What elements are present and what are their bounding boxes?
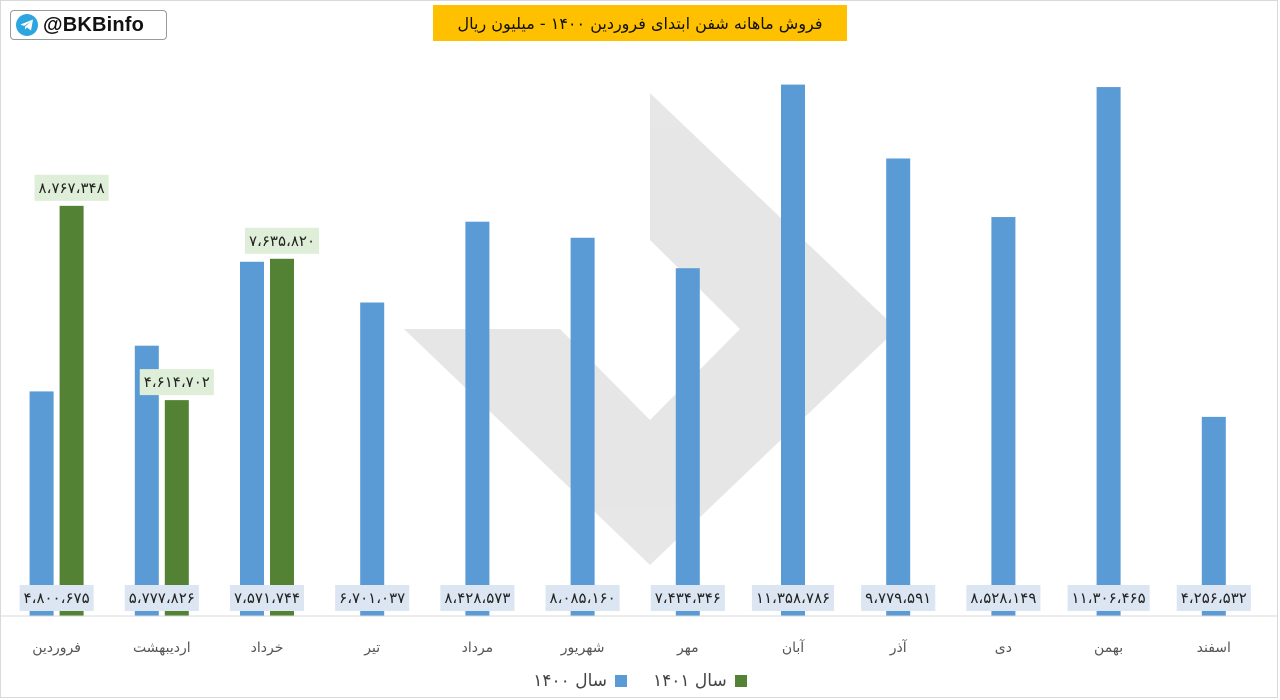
value-label-1400-8: ۹،۷۷۹،۵۹۱ xyxy=(861,585,936,611)
category-label-2: خرداد xyxy=(251,640,284,656)
bar-1400-7 xyxy=(781,84,805,616)
value-label-1400-6-bg xyxy=(650,585,725,611)
category-label-0: فروردین xyxy=(32,640,81,656)
value-label-1400-8-bg xyxy=(861,585,936,611)
value-label-1401-0-bg xyxy=(34,174,109,201)
value-label-1400-3: ۶،۷۰۱،۰۳۷ xyxy=(335,585,410,611)
value-label-1401-0-text: ۸،۷۶۷،۳۴۸ xyxy=(39,179,105,197)
value-label-1400-10-text: ۱۱،۳۰۶،۴۶۵ xyxy=(1072,589,1146,607)
category-label-5: شهریور xyxy=(560,640,605,656)
value-label-1401-2-bg xyxy=(244,227,320,254)
value-label-1400-2-bg xyxy=(229,585,305,611)
value-label-1400-6-text: ۷،۴۳۴،۳۴۶ xyxy=(655,589,721,607)
value-label-1400-2: ۷،۵۷۱،۷۴۴ xyxy=(229,585,305,611)
bar-1401-1 xyxy=(164,400,189,616)
value-label-1400-7-text: ۱۱،۳۵۸،۷۸۶ xyxy=(756,589,830,607)
value-label-1400-6: ۷،۴۳۴،۳۴۶ xyxy=(650,585,725,611)
category-label-4: مرداد xyxy=(462,640,494,656)
value-label-1400-9-text: ۸،۵۲۸،۱۴۹ xyxy=(970,589,1036,607)
value-label-1400-4-text: ۸،۴۲۸،۵۷۳ xyxy=(444,589,510,607)
category-label-1: اردیبهشت xyxy=(133,640,191,656)
value-label-1400-4-bg xyxy=(440,585,515,611)
value-label-1401-0: ۸،۷۶۷،۳۴۸ xyxy=(34,174,109,201)
legend-swatch-1400 xyxy=(615,675,627,687)
value-label-1400-1-text: ۵،۷۷۷،۸۲۶ xyxy=(129,589,195,607)
value-label-1400-0-bg xyxy=(19,585,94,611)
value-label-1401-2: ۷،۶۳۵،۸۲۰ xyxy=(244,227,320,254)
brand-badge[interactable]: @BKBinfo xyxy=(10,10,167,40)
legend-swatch-1401 xyxy=(734,675,747,687)
value-label-1400-5: ۸،۰۸۵،۱۶۰ xyxy=(545,585,620,611)
value-label-1400-0-text: ۴،۸۰۰،۶۷۵ xyxy=(24,589,90,607)
chart-title: فروش ماهانه شفن ابتدای فروردین ۱۴۰۰ - می… xyxy=(433,5,847,41)
value-label-1400-3-text: ۶،۷۰۱،۰۳۷ xyxy=(339,589,405,607)
value-label-1400-10: ۱۱،۳۰۶،۴۶۵ xyxy=(1067,585,1150,611)
bar-1400-2 xyxy=(240,261,264,616)
legend-item-1400: سال ۱۴۰۰ xyxy=(533,671,627,691)
brand-handle: @BKBinfo xyxy=(43,13,145,36)
legend-label-1401: سال ۱۴۰۱ xyxy=(653,671,727,691)
value-label-1401-1-bg xyxy=(139,369,214,396)
legend-item-1401: سال ۱۴۰۱ xyxy=(653,671,747,691)
category-label-10: بهمن xyxy=(1094,640,1123,656)
value-label-1400-3-bg xyxy=(335,585,410,611)
bar-1400-4 xyxy=(465,221,490,616)
value-label-1400-1-bg xyxy=(124,585,199,611)
category-label-9: دی xyxy=(995,640,1012,656)
telegram-icon xyxy=(16,14,38,36)
bar-1400-8 xyxy=(886,158,911,616)
bar-1400-3 xyxy=(360,302,385,616)
bar-1400-11 xyxy=(1201,416,1226,616)
value-label-1400-5-text: ۸،۰۸۵،۱۶۰ xyxy=(550,589,616,607)
category-label-3: تیر xyxy=(363,640,380,656)
value-label-1400-10-bg xyxy=(1067,585,1150,611)
bar-1400-0 xyxy=(29,391,54,616)
legend: سال ۱۴۰۱ سال ۱۴۰۰ xyxy=(0,668,1280,694)
value-label-1400-7-bg xyxy=(751,585,835,611)
value-label-1400-11: ۴،۲۵۶،۵۳۲ xyxy=(1176,585,1251,611)
value-label-1400-9: ۸،۵۲۸،۱۴۹ xyxy=(966,585,1041,611)
bar-1400-9 xyxy=(991,217,1016,616)
value-label-1400-1: ۵،۷۷۷،۸۲۶ xyxy=(124,585,199,611)
value-label-1400-5-bg xyxy=(545,585,620,611)
bar-1401-0 xyxy=(59,205,84,617)
value-label-1400-4: ۸،۴۲۸،۵۷۳ xyxy=(440,585,515,611)
bar-1400-10 xyxy=(1096,87,1121,616)
bar-1401-2 xyxy=(270,258,294,616)
value-label-1400-9-bg xyxy=(966,585,1041,611)
value-label-1400-11-bg xyxy=(1176,585,1251,611)
legend-label-1400: سال ۱۴۰۰ xyxy=(533,671,607,691)
value-label-1401-1: ۴،۶۱۴،۷۰۲ xyxy=(139,369,214,396)
bar-1400-6 xyxy=(675,268,700,616)
category-label-8: آذر xyxy=(889,639,908,656)
category-label-6: مهر xyxy=(676,640,699,656)
bar-1400-5 xyxy=(570,237,595,616)
value-label-1400-8-text: ۹،۷۷۹،۵۹۱ xyxy=(865,589,931,607)
value-label-1400-0: ۴،۸۰۰،۶۷۵ xyxy=(19,585,94,611)
category-label-7: آبان xyxy=(782,639,805,656)
value-label-1400-7: ۱۱،۳۵۸،۷۸۶ xyxy=(751,585,835,611)
value-label-1401-1-text: ۴،۶۱۴،۷۰۲ xyxy=(144,373,210,391)
category-label-11: اسفند xyxy=(1197,640,1231,656)
value-label-1401-2-text: ۷،۶۳۵،۸۲۰ xyxy=(249,232,315,250)
value-label-1400-2-text: ۷،۵۷۱،۷۴۴ xyxy=(234,589,300,607)
value-label-1400-11-text: ۴،۲۵۶،۵۳۲ xyxy=(1181,589,1247,607)
